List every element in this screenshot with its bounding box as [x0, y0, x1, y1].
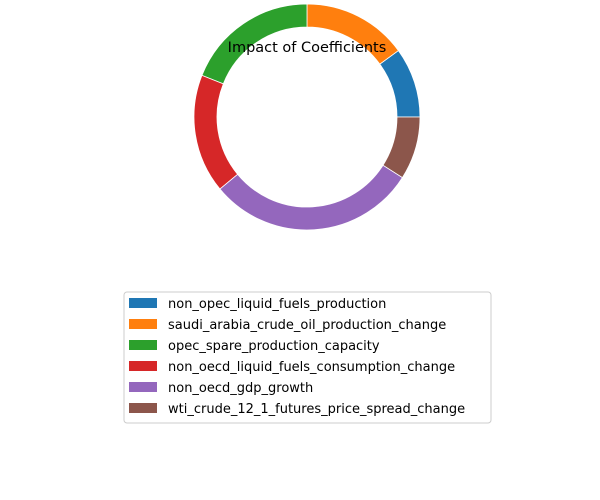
- donut-slice-0: [379, 50, 421, 118]
- legend-label-1: saudi_arabia_crude_oil_production_change: [168, 318, 446, 333]
- legend-swatch-2: [129, 340, 157, 350]
- legend-swatch-0: [129, 298, 157, 308]
- legend-label-2: opec_spare_production_capacity: [168, 339, 380, 354]
- legend-swatch-5: [129, 403, 157, 413]
- legend-label-3: non_oecd_liquid_fuels_consumption_change: [168, 360, 455, 375]
- donut-slices: [193, 3, 421, 231]
- legend-swatch-1: [129, 319, 157, 329]
- donut-slice-4: [219, 164, 403, 231]
- chart-title: Impact of Coefficients: [228, 40, 387, 56]
- donut-slice-5: [382, 116, 421, 179]
- legend-swatch-4: [129, 382, 157, 392]
- legend-frame: [123, 291, 492, 424]
- legend-label-5: wti_crude_12_1_futures_price_spread_chan…: [168, 402, 465, 417]
- legend: non_opec_liquid_fuels_production saudi_ar…: [123, 291, 492, 424]
- legend-swatch-3: [129, 361, 157, 371]
- legend-label-4: non_oecd_gdp_growth: [168, 381, 313, 396]
- legend-label-0: non_opec_liquid_fuels_production: [168, 297, 386, 312]
- donut-slice-3: [193, 74, 239, 190]
